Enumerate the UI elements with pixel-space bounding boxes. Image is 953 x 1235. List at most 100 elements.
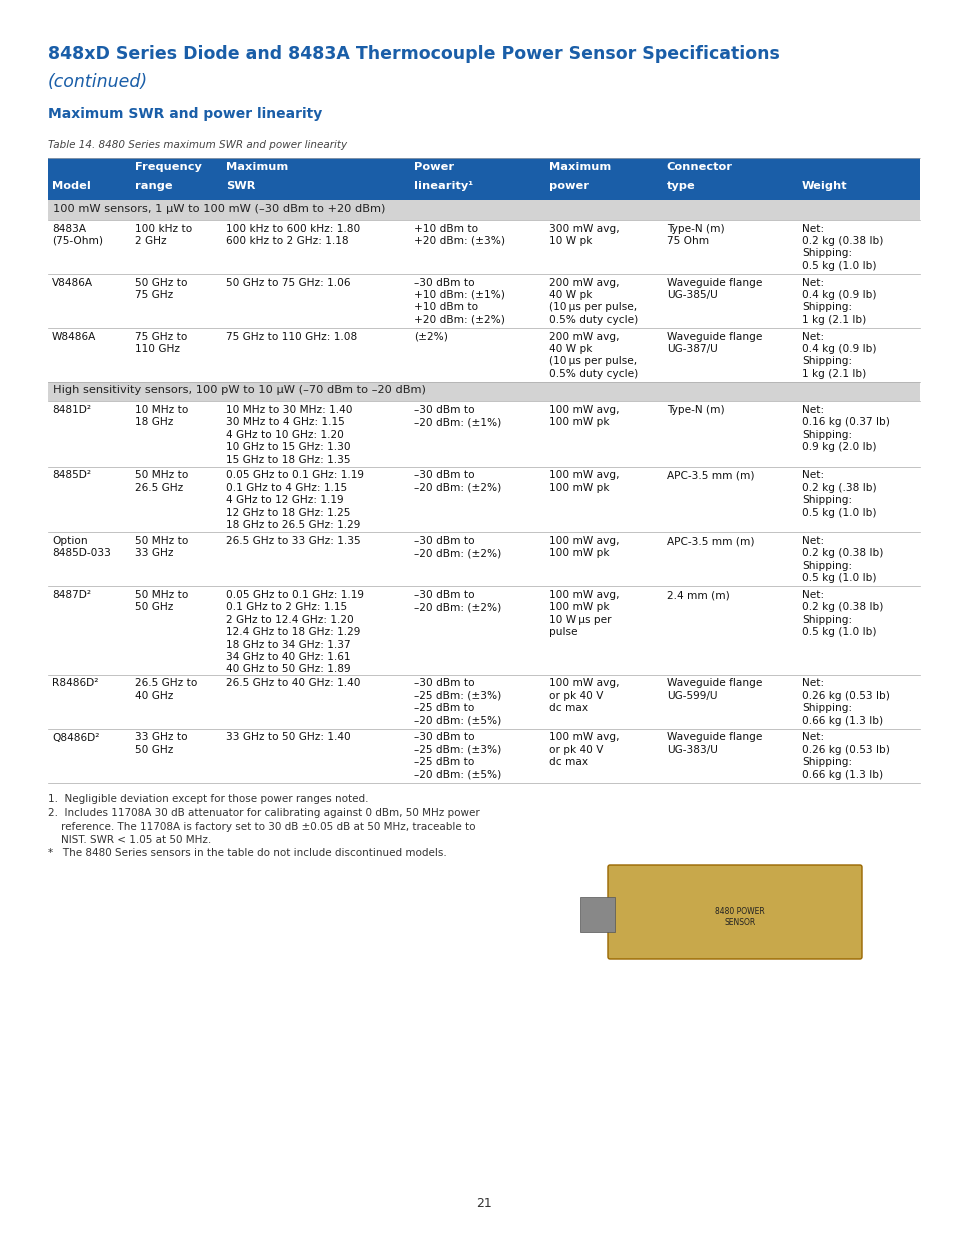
Text: Maximum SWR and power linearity: Maximum SWR and power linearity [48,107,322,121]
Text: 100 kHz to 600 kHz: 1.80
600 kHz to 2 GHz: 1.18: 100 kHz to 600 kHz: 1.80 600 kHz to 2 GH… [226,224,360,246]
Text: reference. The 11708A is factory set to 30 dB ±0.05 dB at 50 MHz, traceable to: reference. The 11708A is factory set to … [48,821,475,831]
Text: –30 dBm to
+10 dBm: (±1%)
+10 dBm to
+20 dBm: (±2%): –30 dBm to +10 dBm: (±1%) +10 dBm to +20… [414,278,504,325]
Bar [48,200,919,220]
Text: Waveguide flange
UG-385/U: Waveguide flange UG-385/U [666,278,761,300]
Bar [48,585,919,674]
Text: 75 GHz to
110 GHz: 75 GHz to 110 GHz [134,331,187,354]
Text: 100 mW avg,
100 mW pk: 100 mW avg, 100 mW pk [549,405,618,427]
Text: High sensitivity sensors, 100 pW to 10 μW (–70 dBm to –20 dBm): High sensitivity sensors, 100 pW to 10 μ… [53,385,425,395]
Text: 8487D²: 8487D² [52,590,91,600]
Text: 100 mW avg,
or pk 40 V
dc max: 100 mW avg, or pk 40 V dc max [549,732,618,767]
Text: SWR: SWR [226,182,255,191]
Text: APC-3.5 mm (m): APC-3.5 mm (m) [666,471,754,480]
Text: 10 MHz to
18 GHz: 10 MHz to 18 GHz [134,405,188,427]
Text: 33 GHz to
50 GHz: 33 GHz to 50 GHz [134,732,188,755]
Text: type: type [666,182,695,191]
Text: power: power [549,182,588,191]
Text: 26.5 GHz to 40 GHz: 1.40: 26.5 GHz to 40 GHz: 1.40 [226,678,360,688]
Text: Net:
0.2 kg (0.38 lb)
Shipping:
0.5 kg (1.0 lb): Net: 0.2 kg (0.38 lb) Shipping: 0.5 kg (… [801,590,882,637]
Text: (±2%): (±2%) [414,331,447,342]
Text: 200 mW avg,
40 W pk
(10 μs per pulse,
0.5% duty cycle): 200 mW avg, 40 W pk (10 μs per pulse, 0.… [549,278,638,325]
Text: Net:
0.26 kg (0.53 lb)
Shipping:
0.66 kg (1.3 lb): Net: 0.26 kg (0.53 lb) Shipping: 0.66 kg… [801,678,889,726]
Text: 0.05 GHz to 0.1 GHz: 1.19
0.1 GHz to 4 GHz: 1.15
4 GHz to 12 GHz: 1.19
12 GHz to: 0.05 GHz to 0.1 GHz: 1.19 0.1 GHz to 4 G… [226,471,364,530]
Text: 2.4 mm (m): 2.4 mm (m) [666,590,729,600]
Text: –30 dBm to
–25 dBm: (±3%)
–25 dBm to
–20 dBm: (±5%): –30 dBm to –25 dBm: (±3%) –25 dBm to –20… [414,678,500,726]
Text: 848xD Series Diode and 8483A Thermocouple Power Sensor Specifications: 848xD Series Diode and 8483A Thermocoupl… [48,44,779,63]
Text: +10 dBm to
+20 dBm: (±3%): +10 dBm to +20 dBm: (±3%) [414,224,504,246]
Text: NIST. SWR < 1.05 at 50 MHz.: NIST. SWR < 1.05 at 50 MHz. [48,835,211,845]
Text: V8486A: V8486A [52,278,92,288]
Text: Maximum: Maximum [226,162,289,172]
Text: 8483A
(75-Ohm): 8483A (75-Ohm) [52,224,103,246]
Bar [48,674,919,729]
Bar [48,327,919,382]
Text: 100 mW avg,
100 mW pk: 100 mW avg, 100 mW pk [549,536,618,558]
Text: 100 mW avg,
or pk 40 V
dc max: 100 mW avg, or pk 40 V dc max [549,678,618,714]
Text: Net:
0.2 kg (.38 lb)
Shipping:
0.5 kg (1.0 lb): Net: 0.2 kg (.38 lb) Shipping: 0.5 kg (1… [801,471,876,517]
Text: (continued): (continued) [48,73,148,91]
Bar [48,467,919,532]
Text: –30 dBm to
–20 dBm: (±2%): –30 dBm to –20 dBm: (±2%) [414,536,500,558]
Text: 100 mW avg,
100 mW pk
10 W μs per
pulse: 100 mW avg, 100 mW pk 10 W μs per pulse [549,590,618,637]
Text: 21: 21 [476,1197,492,1210]
Text: 200 mW avg,
40 W pk
(10 μs per pulse,
0.5% duty cycle): 200 mW avg, 40 W pk (10 μs per pulse, 0.… [549,331,638,379]
Text: 8481D²: 8481D² [52,405,91,415]
Bar [48,158,919,200]
Text: 33 GHz to 50 GHz: 1.40: 33 GHz to 50 GHz: 1.40 [226,732,351,742]
Text: Table 14. 8480 Series maximum SWR and power linearity: Table 14. 8480 Series maximum SWR and po… [48,140,347,149]
Bar [579,897,615,932]
Text: 1.  Negligible deviation except for those power ranges noted.: 1. Negligible deviation except for those… [48,794,368,804]
Text: Net:
0.16 kg (0.37 lb)
Shipping:
0.9 kg (2.0 lb): Net: 0.16 kg (0.37 lb) Shipping: 0.9 kg … [801,405,889,452]
Bar [48,220,919,273]
Bar [48,273,919,327]
Text: –30 dBm to
–25 dBm: (±3%)
–25 dBm to
–20 dBm: (±5%): –30 dBm to –25 dBm: (±3%) –25 dBm to –20… [414,732,500,779]
Text: 75 GHz to 110 GHz: 1.08: 75 GHz to 110 GHz: 1.08 [226,331,357,342]
Text: Net:
0.2 kg (0.38 lb)
Shipping:
0.5 kg (1.0 lb): Net: 0.2 kg (0.38 lb) Shipping: 0.5 kg (… [801,224,882,270]
FancyBboxPatch shape [607,864,862,960]
Text: *   The 8480 Series sensors in the table do not include discontinued models.: * The 8480 Series sensors in the table d… [48,848,446,858]
Text: W8486A: W8486A [52,331,96,342]
Text: –30 dBm to
–20 dBm: (±2%): –30 dBm to –20 dBm: (±2%) [414,471,500,493]
Text: 0.05 GHz to 0.1 GHz: 1.19
0.1 GHz to 2 GHz: 1.15
2 GHz to 12.4 GHz: 1.20
12.4 GH: 0.05 GHz to 0.1 GHz: 1.19 0.1 GHz to 2 G… [226,590,364,674]
Text: 100 mW sensors, 1 μW to 100 mW (–30 dBm to +20 dBm): 100 mW sensors, 1 μW to 100 mW (–30 dBm … [53,204,385,214]
Text: Power: Power [414,162,454,172]
Text: 8485D²: 8485D² [52,471,91,480]
Text: Type-N (m): Type-N (m) [666,405,723,415]
Bar [48,532,919,585]
Text: Net:
0.4 kg (0.9 lb)
Shipping:
1 kg (2.1 lb): Net: 0.4 kg (0.9 lb) Shipping: 1 kg (2.1… [801,331,876,379]
Text: range: range [134,182,172,191]
Text: Model: Model [52,182,91,191]
Text: Type-N (m)
75 Ohm: Type-N (m) 75 Ohm [666,224,723,246]
Text: Net:
0.2 kg (0.38 lb)
Shipping:
0.5 kg (1.0 lb): Net: 0.2 kg (0.38 lb) Shipping: 0.5 kg (… [801,536,882,583]
Text: –30 dBm to
–20 dBm: (±1%): –30 dBm to –20 dBm: (±1%) [414,405,500,427]
Text: 2.  Includes 11708A 30 dB attenuator for calibrating against 0 dBm, 50 MHz power: 2. Includes 11708A 30 dB attenuator for … [48,808,479,818]
Bar [48,401,919,467]
Text: 26.5 GHz to
40 GHz: 26.5 GHz to 40 GHz [134,678,197,701]
Text: Option
8485D-033: Option 8485D-033 [52,536,111,558]
Text: Q8486D²: Q8486D² [52,732,99,742]
Text: Net:
0.4 kg (0.9 lb)
Shipping:
1 kg (2.1 lb): Net: 0.4 kg (0.9 lb) Shipping: 1 kg (2.1… [801,278,876,325]
Text: APC-3.5 mm (m): APC-3.5 mm (m) [666,536,754,546]
Text: 26.5 GHz to 33 GHz: 1.35: 26.5 GHz to 33 GHz: 1.35 [226,536,360,546]
Bar [48,729,919,783]
Text: 50 MHz to
26.5 GHz: 50 MHz to 26.5 GHz [134,471,188,493]
Text: 50 GHz to
75 GHz: 50 GHz to 75 GHz [134,278,187,300]
Text: –30 dBm to
–20 dBm: (±2%): –30 dBm to –20 dBm: (±2%) [414,590,500,613]
Text: Weight: Weight [801,182,846,191]
Text: 10 MHz to 30 MHz: 1.40
30 MHz to 4 GHz: 1.15
4 GHz to 10 GHz: 1.20
10 GHz to 15 : 10 MHz to 30 MHz: 1.40 30 MHz to 4 GHz: … [226,405,353,464]
Text: Maximum: Maximum [549,162,611,172]
Text: Frequency: Frequency [134,162,201,172]
Text: linearity¹: linearity¹ [414,182,473,191]
Text: Connector: Connector [666,162,732,172]
Text: 50 MHz to
50 GHz: 50 MHz to 50 GHz [134,590,188,613]
Text: 50 MHz to
33 GHz: 50 MHz to 33 GHz [134,536,188,558]
Text: Waveguide flange
UG-383/U: Waveguide flange UG-383/U [666,732,761,755]
Text: R8486D²: R8486D² [52,678,98,688]
Text: 50 GHz to 75 GHz: 1.06: 50 GHz to 75 GHz: 1.06 [226,278,351,288]
Text: Waveguide flange
UG-387/U: Waveguide flange UG-387/U [666,331,761,354]
Text: Waveguide flange
UG-599/U: Waveguide flange UG-599/U [666,678,761,701]
Text: Net:
0.26 kg (0.53 lb)
Shipping:
0.66 kg (1.3 lb): Net: 0.26 kg (0.53 lb) Shipping: 0.66 kg… [801,732,889,779]
Text: 100 mW avg,
100 mW pk: 100 mW avg, 100 mW pk [549,471,618,493]
Text: 100 kHz to
2 GHz: 100 kHz to 2 GHz [134,224,192,246]
Text: 8480 POWER
SENSOR: 8480 POWER SENSOR [715,908,764,926]
